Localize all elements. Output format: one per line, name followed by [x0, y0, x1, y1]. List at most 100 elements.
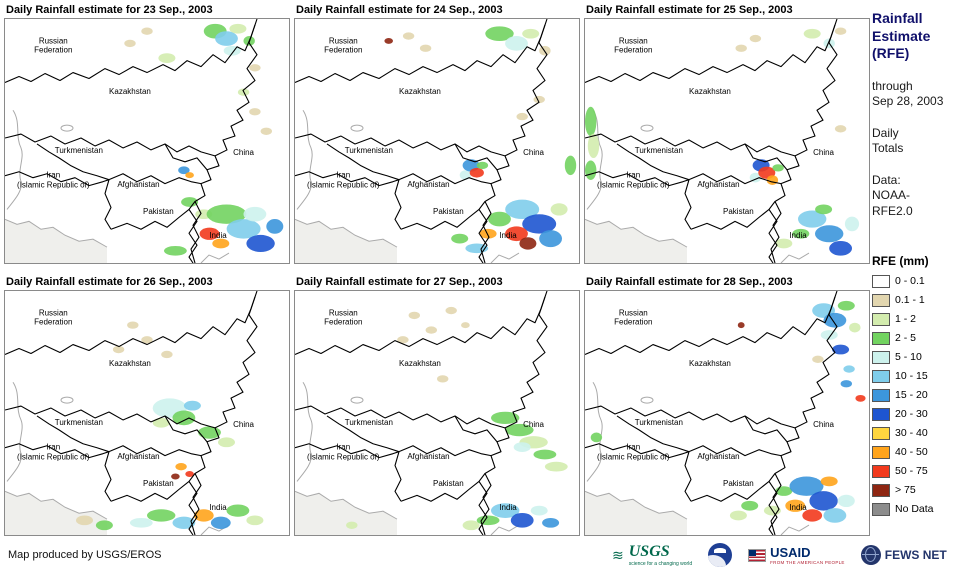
legend-title: RFE (mm)	[872, 253, 929, 268]
noaa-logo	[708, 543, 733, 567]
country-label-afghanistan: Afghanistan	[117, 452, 160, 462]
country-label-kazakhstan: Kazakhstan	[109, 359, 151, 369]
coastline	[585, 109, 810, 263]
country-label-china: China	[813, 148, 834, 158]
country-label-pakistan: Pakistan	[723, 206, 754, 216]
country-label-turkmenistan: Turkmenistan	[54, 417, 103, 427]
sidebar-text-line: RFE2.0	[872, 204, 913, 219]
legend-swatch	[872, 312, 890, 326]
country-label-russian-federation: Russian Federation	[614, 36, 653, 55]
legend-label: 10 - 15	[895, 370, 928, 383]
map-canvas	[585, 291, 866, 535]
usgs-tagline: science for a changing world	[628, 560, 693, 567]
country-label-india: India	[499, 231, 517, 241]
panel-title: Daily Rainfall estimate for 24 Sep., 200…	[296, 4, 503, 16]
country-label-pakistan: Pakistan	[433, 206, 464, 216]
country-label-india: India	[209, 231, 227, 241]
rainfall-pixels	[585, 27, 860, 256]
legend-row: 50 - 75	[872, 462, 964, 481]
sidebar: Rainfall Estimate (RFE) through Sep 28, …	[872, 10, 964, 519]
country-label-iran: Iran (Islamic Republic of)	[597, 170, 670, 190]
legend-row: 0.1 - 1	[872, 291, 964, 310]
legend-row: 20 - 30	[872, 405, 964, 424]
country-label-iran: Iran (Islamic Republic of)	[17, 442, 90, 462]
legend-label: > 75	[895, 484, 916, 497]
legend-swatch	[872, 483, 890, 497]
sidebar-text-line: Data:	[872, 172, 901, 187]
country-label-afghanistan: Afghanistan	[407, 452, 450, 462]
country-borders	[585, 291, 838, 535]
rainfall-pixels	[346, 306, 568, 531]
legend-row: 40 - 50	[872, 443, 964, 462]
noaa-icon	[708, 543, 733, 567]
legend-swatch	[872, 426, 890, 440]
country-label-afghanistan: Afghanistan	[697, 452, 740, 462]
legend-row: No Data	[872, 500, 964, 519]
legend-row: 10 - 15	[872, 367, 964, 386]
fewsnet-logo-text: FEWS NET	[884, 548, 947, 562]
country-label-kazakhstan: Kazakhstan	[689, 87, 731, 97]
legend-row: 5 - 10	[872, 348, 964, 367]
country-label-kazakhstan: Kazakhstan	[399, 87, 441, 97]
legend-swatch	[872, 350, 890, 364]
legend-swatch	[872, 388, 890, 402]
country-borders	[5, 19, 258, 263]
country-label-china: China	[813, 420, 834, 430]
country-label-china: China	[523, 148, 544, 158]
country-label-china: China	[523, 420, 544, 430]
coastline	[295, 381, 520, 535]
country-label-india: India	[789, 231, 807, 241]
legend-label: 50 - 75	[895, 465, 928, 478]
rainfall-map: Russian Federation Kazakhstan Turkmenista…	[584, 18, 870, 264]
legend-label: 40 - 50	[895, 446, 928, 459]
rainfall-pixels	[76, 321, 264, 531]
usgs-logo: ≋ USGS science for a changing world	[612, 543, 693, 567]
legend-label: 5 - 10	[895, 351, 922, 364]
country-label-pakistan: Pakistan	[143, 478, 174, 488]
legend-label: 1 - 2	[895, 313, 917, 326]
map-credit: Map produced by USGS/EROS	[8, 549, 162, 561]
fewsnet-logo: FEWS NET	[860, 545, 947, 565]
legend-swatch	[872, 445, 890, 459]
country-label-kazakhstan: Kazakhstan	[399, 359, 441, 369]
sidebar-title-line: Estimate	[872, 27, 931, 44]
sidebar-daily-totals: Daily Totals	[872, 126, 964, 157]
logo-strip: ≋ USGS science for a changing world USAI…	[612, 542, 947, 568]
panel-title: Daily Rainfall estimate for 25 Sep., 200…	[586, 4, 793, 16]
sidebar-through: through Sep 28, 2003	[872, 79, 964, 110]
country-label-kazakhstan: Kazakhstan	[109, 87, 151, 97]
sidebar-text-line: through	[872, 78, 913, 93]
legend-row: > 75	[872, 481, 964, 500]
rainfall-map: Russian Federation Kazakhstan Turkmenista…	[294, 18, 580, 264]
legend-swatch	[872, 407, 890, 421]
fewsnet-globe-icon	[860, 545, 881, 565]
country-borders	[585, 19, 838, 263]
country-borders	[5, 291, 258, 535]
legend-swatch	[872, 369, 890, 383]
country-label-iran: Iran (Islamic Republic of)	[307, 170, 380, 190]
sidebar-text-line: Daily	[872, 125, 899, 140]
legend-label: 15 - 20	[895, 389, 928, 402]
footer: Map produced by USGS/EROS ≋ USGS science…	[0, 540, 965, 570]
panel-title: Daily Rainfall estimate for 27 Sep., 200…	[296, 276, 503, 288]
legend-swatch	[872, 331, 890, 345]
sidebar-title: Rainfall Estimate (RFE)	[872, 10, 964, 63]
country-label-india: India	[209, 503, 227, 513]
map-canvas	[5, 291, 264, 535]
sidebar-text-line: NOAA-	[872, 188, 911, 203]
country-label-pakistan: Pakistan	[433, 478, 464, 488]
legend-row: 0 - 0.1	[872, 272, 964, 291]
country-label-turkmenistan: Turkmenistan	[634, 417, 683, 427]
panel-title: Daily Rainfall estimate for 28 Sep., 200…	[586, 276, 793, 288]
sidebar-text-line: Totals	[872, 141, 904, 156]
country-label-kazakhstan: Kazakhstan	[689, 359, 731, 369]
panel-26-sep: Daily Rainfall estimate for 26 Sep., 200…	[2, 272, 290, 538]
legend-swatch	[872, 274, 890, 288]
coastline	[295, 109, 520, 263]
legend-row: 15 - 20	[872, 386, 964, 405]
country-label-russian-federation: Russian Federation	[324, 36, 363, 55]
legend-row: 2 - 5	[872, 329, 964, 348]
country-label-russian-federation: Russian Federation	[34, 36, 73, 55]
usaid-flag-icon	[748, 548, 767, 562]
legend: 0 - 0.1 0.1 - 1 1 - 2 2 - 5 5 - 10 10 - 15 15 …	[872, 272, 964, 519]
